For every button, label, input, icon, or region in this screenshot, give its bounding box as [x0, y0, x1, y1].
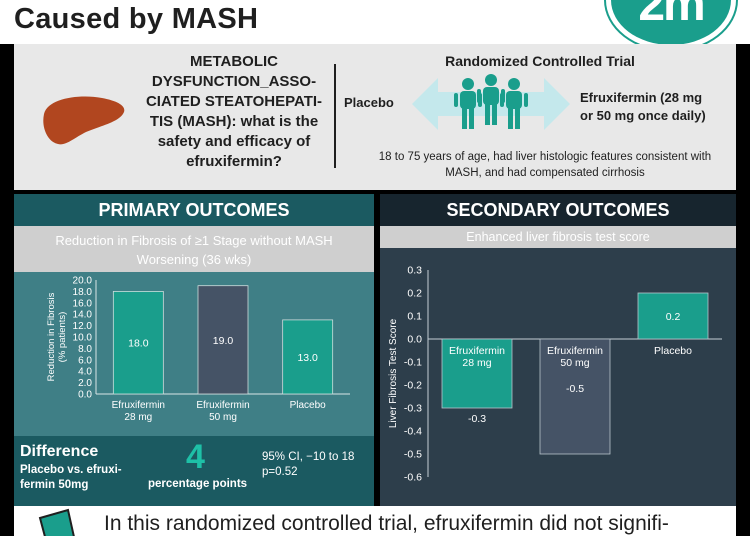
bar-value-label: -0.3 [468, 413, 486, 425]
y-tick-label: -0.5 [404, 449, 422, 461]
primary-outcome-subtitle: Reduction in Fibrosis of ≥1 Stage withou… [14, 226, 374, 272]
y-tick-label: 18.0 [73, 287, 93, 298]
bar [539, 338, 611, 455]
y-tick-label: -0.2 [404, 380, 422, 392]
document-icon [38, 508, 75, 536]
study-panel: METABOLIC DYSFUNCTION_ASSO- CIATED STEAT… [14, 44, 736, 190]
bar [282, 319, 334, 395]
y-tick-label: 4.0 [78, 367, 92, 378]
arm-placebo-label: Placebo [344, 95, 394, 110]
difference-comparison: Placebo vs. efruxi- fermin 50mg [20, 464, 122, 491]
y-tick-label: 12.0 [73, 321, 93, 332]
y-tick-label: 8.0 [78, 344, 92, 355]
y-axis-title: Liver Fibrosis Test Score [388, 318, 399, 428]
difference-ci: 95% CI, −10 to 18 p=0.52 [262, 451, 355, 478]
divider [334, 64, 336, 168]
secondary-outcomes-heading: SECONDARY OUTCOMES [380, 194, 736, 226]
primary-bar-chart: 0.02.04.06.08.010.012.014.016.018.020.0R… [46, 276, 350, 423]
x-tick-label: Efruxifermin [196, 400, 249, 411]
y-tick-label: 14.0 [73, 310, 93, 321]
x-tick-label: 28 mg [124, 412, 152, 423]
secondary-outcomes-panel: SECONDARY OUTCOMES Enhanced liver fibros… [380, 194, 736, 506]
liver-icon [43, 96, 125, 145]
difference-value: 4 [186, 438, 205, 476]
footer-bar [14, 506, 736, 536]
x-tick-label: 50 mg [209, 412, 237, 423]
bar [441, 338, 513, 409]
x-tick-label: Placebo [290, 400, 327, 411]
bar [112, 290, 164, 395]
y-tick-label: -0.6 [404, 472, 422, 484]
participants-icon [412, 74, 570, 130]
y-tick-label: 0.0 [78, 390, 92, 401]
bar-value-label: 13.0 [297, 352, 318, 364]
bar-value-label: 19.0 [213, 335, 234, 347]
x-tick-label: Efruxifermin [449, 345, 505, 357]
bar-value-label: 18.0 [128, 338, 149, 350]
y-tick-label: 16.0 [73, 298, 93, 309]
y-tick-label: 0.1 [407, 311, 422, 323]
y-tick-label: -0.3 [404, 403, 422, 415]
y-tick-label: -0.1 [404, 357, 422, 369]
primary-outcomes-panel: PRIMARY OUTCOMES Reduction in Fibrosis o… [14, 194, 374, 506]
x-tick-label: 28 mg [462, 357, 491, 369]
y-axis-title: Reduction in Fibrosis(% patients) [46, 292, 68, 381]
secondary-bar-chart: 0.3 0.2 0.1 0.0 -0.1 -0.2 -0.3 -0.4 -0.5 -0.6 Live… [388, 265, 722, 484]
difference-unit: percentage points [148, 478, 248, 490]
bar-value-label: 0.2 [666, 311, 681, 323]
difference-title: Difference [20, 443, 99, 460]
design-title: Randomized Controlled Trial [445, 53, 635, 69]
conclusion-footer: In this randomized controlled trial, efr… [14, 506, 736, 536]
y-tick-label: 2.0 [78, 378, 92, 389]
bar [197, 285, 249, 395]
page-title: Caused by MASH [14, 3, 259, 35]
bar [637, 292, 709, 340]
x-tick-label: Efruxifermin [112, 400, 165, 411]
conclusion-text: In this randomized controlled trial, efr… [104, 512, 669, 535]
secondary-outcome-subtitle: Enhanced liver fibrosis test score [380, 226, 736, 248]
bar-value-label: -0.5 [566, 383, 584, 395]
x-tick-label: Efruxifermin [547, 345, 603, 357]
y-tick-label: -0.4 [404, 426, 422, 438]
y-tick-label: 0.3 [407, 265, 422, 277]
y-tick-label: 20.0 [73, 276, 93, 287]
study-question: METABOLIC DYSFUNCTION_ASSO- CIATED STEAT… [145, 53, 323, 170]
x-tick-label: 50 mg [560, 357, 589, 369]
primary-outcomes-heading: PRIMARY OUTCOMES [14, 194, 374, 226]
y-tick-label: 0.2 [407, 288, 422, 300]
y-tick-label: 0.0 [407, 334, 422, 346]
arm-efruxifermin-label: Efruxifermin (28 mg or 50 mg once daily) [580, 90, 706, 123]
y-tick-label: 10.0 [73, 333, 93, 344]
x-tick-label: Placebo [654, 345, 692, 357]
logo-text: 2m [638, 0, 705, 31]
eligibility-criteria: 18 to 75 years of age, had liver histolo… [378, 151, 712, 179]
y-tick-label: 6.0 [78, 355, 92, 366]
difference-box: Difference Placebo vs. efruxi- fermin 50… [14, 436, 374, 506]
